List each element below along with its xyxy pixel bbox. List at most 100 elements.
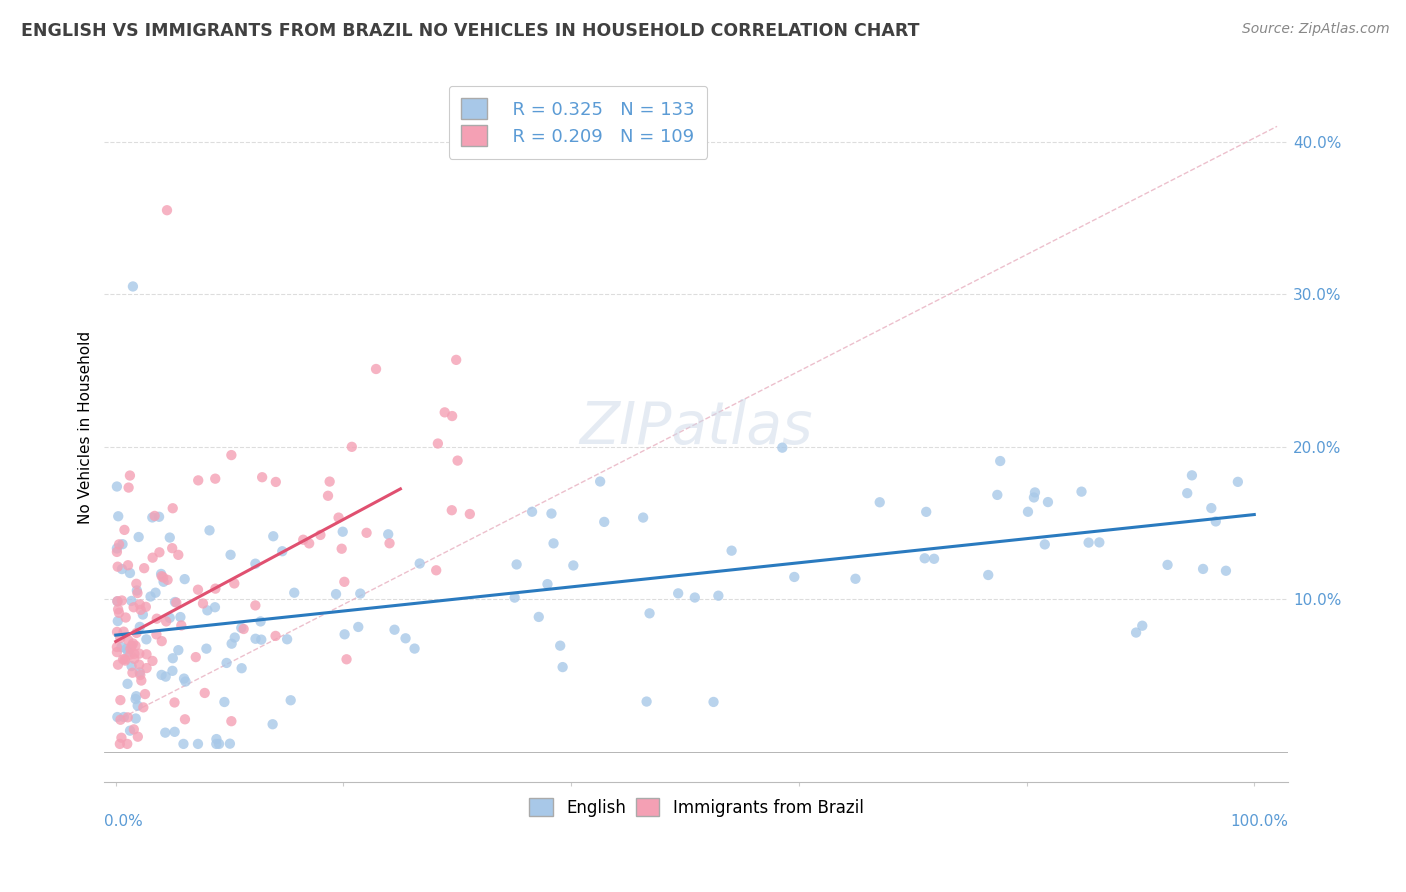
Point <box>988 454 1011 468</box>
Point <box>118 468 141 483</box>
Point <box>1156 558 1178 572</box>
Point <box>384 623 406 637</box>
Legend: English, Immigrants from Brazil: English, Immigrants from Brazil <box>523 792 870 823</box>
Point <box>112 624 135 639</box>
Point <box>221 714 243 729</box>
Point <box>120 594 142 608</box>
Point <box>444 352 467 367</box>
Point <box>132 700 155 714</box>
Point <box>638 607 661 621</box>
Point <box>107 657 129 672</box>
Point <box>117 710 139 724</box>
Point <box>1181 468 1204 483</box>
Point <box>977 568 1000 582</box>
Point <box>340 440 363 454</box>
Point <box>377 527 399 541</box>
Point <box>187 474 209 488</box>
Point <box>174 712 197 726</box>
Point <box>1033 537 1056 551</box>
Point <box>770 441 793 455</box>
Point <box>1024 485 1046 500</box>
Point <box>328 510 350 524</box>
Point <box>125 712 148 726</box>
Point <box>134 561 156 575</box>
Point <box>215 656 238 670</box>
Point <box>127 698 149 713</box>
Point <box>160 541 183 556</box>
Point <box>503 591 526 605</box>
Point <box>107 594 129 608</box>
Point <box>204 600 226 615</box>
Point <box>135 648 157 662</box>
Point <box>163 724 186 739</box>
Point <box>505 558 527 572</box>
Point <box>131 673 153 688</box>
Point <box>264 629 287 643</box>
Point <box>162 664 184 678</box>
Point <box>120 648 142 662</box>
Point <box>111 537 134 551</box>
Point <box>356 525 378 540</box>
Point <box>105 624 128 639</box>
Point <box>221 448 243 462</box>
Point <box>105 541 128 556</box>
Point <box>683 591 706 605</box>
Point <box>117 481 139 495</box>
Point <box>543 536 565 550</box>
Point <box>986 488 1008 502</box>
Point <box>250 470 273 484</box>
Point <box>231 661 253 675</box>
Point <box>318 475 340 489</box>
Point <box>142 550 165 565</box>
Point <box>325 587 347 601</box>
Point <box>333 627 356 641</box>
Point <box>105 710 128 724</box>
Point <box>111 562 134 576</box>
Point <box>441 409 464 423</box>
Point <box>1017 505 1039 519</box>
Point <box>110 693 132 707</box>
Point <box>922 551 945 566</box>
Y-axis label: No Vehicles in Household: No Vehicles in Household <box>79 331 93 524</box>
Point <box>132 607 155 622</box>
Text: Source: ZipAtlas.com: Source: ZipAtlas.com <box>1241 22 1389 37</box>
Point <box>631 510 654 524</box>
Point <box>1088 535 1111 549</box>
Point <box>108 737 131 751</box>
Point <box>122 723 145 737</box>
Point <box>219 737 242 751</box>
Point <box>232 622 254 636</box>
Point <box>105 645 128 659</box>
Point <box>162 651 184 665</box>
Point <box>249 615 271 629</box>
Point <box>107 602 129 616</box>
Point <box>159 531 181 545</box>
Point <box>221 637 243 651</box>
Point <box>593 515 616 529</box>
Point <box>167 548 190 562</box>
Point <box>245 557 267 571</box>
Point <box>165 596 187 610</box>
Point <box>107 509 129 524</box>
Point <box>148 509 170 524</box>
Point <box>783 570 806 584</box>
Point <box>666 586 689 600</box>
Point <box>707 589 730 603</box>
Point <box>869 495 891 509</box>
Point <box>425 563 447 577</box>
Point <box>204 582 226 596</box>
Point <box>364 362 387 376</box>
Point <box>316 489 339 503</box>
Point <box>173 672 195 686</box>
Point <box>330 541 353 556</box>
Point <box>309 528 332 542</box>
Point <box>205 732 228 747</box>
Point <box>548 639 571 653</box>
Point <box>720 543 742 558</box>
Point <box>224 576 246 591</box>
Point <box>245 632 267 646</box>
Point <box>245 599 267 613</box>
Point <box>124 639 146 653</box>
Point <box>194 686 217 700</box>
Point <box>117 677 139 691</box>
